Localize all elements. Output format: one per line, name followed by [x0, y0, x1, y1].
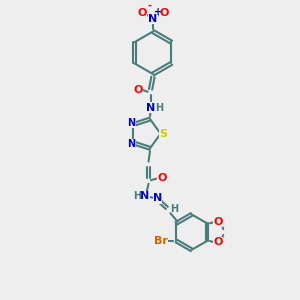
- Text: N: N: [148, 14, 158, 24]
- Text: H: H: [170, 204, 178, 214]
- Text: O: O: [214, 217, 223, 227]
- Text: H: H: [155, 103, 163, 113]
- Text: O: O: [134, 85, 143, 95]
- Text: N: N: [127, 118, 135, 128]
- Text: N: N: [146, 103, 155, 113]
- Text: O: O: [157, 173, 167, 183]
- Text: N: N: [127, 139, 135, 149]
- Text: N: N: [153, 194, 162, 203]
- Text: Br: Br: [154, 236, 168, 246]
- Text: O: O: [214, 238, 223, 248]
- Text: H: H: [133, 190, 141, 200]
- Text: N: N: [140, 191, 150, 201]
- Text: O: O: [160, 8, 169, 18]
- Text: O: O: [137, 8, 146, 18]
- Text: -: -: [147, 1, 151, 11]
- Text: S: S: [160, 129, 168, 139]
- Text: +: +: [154, 7, 162, 17]
